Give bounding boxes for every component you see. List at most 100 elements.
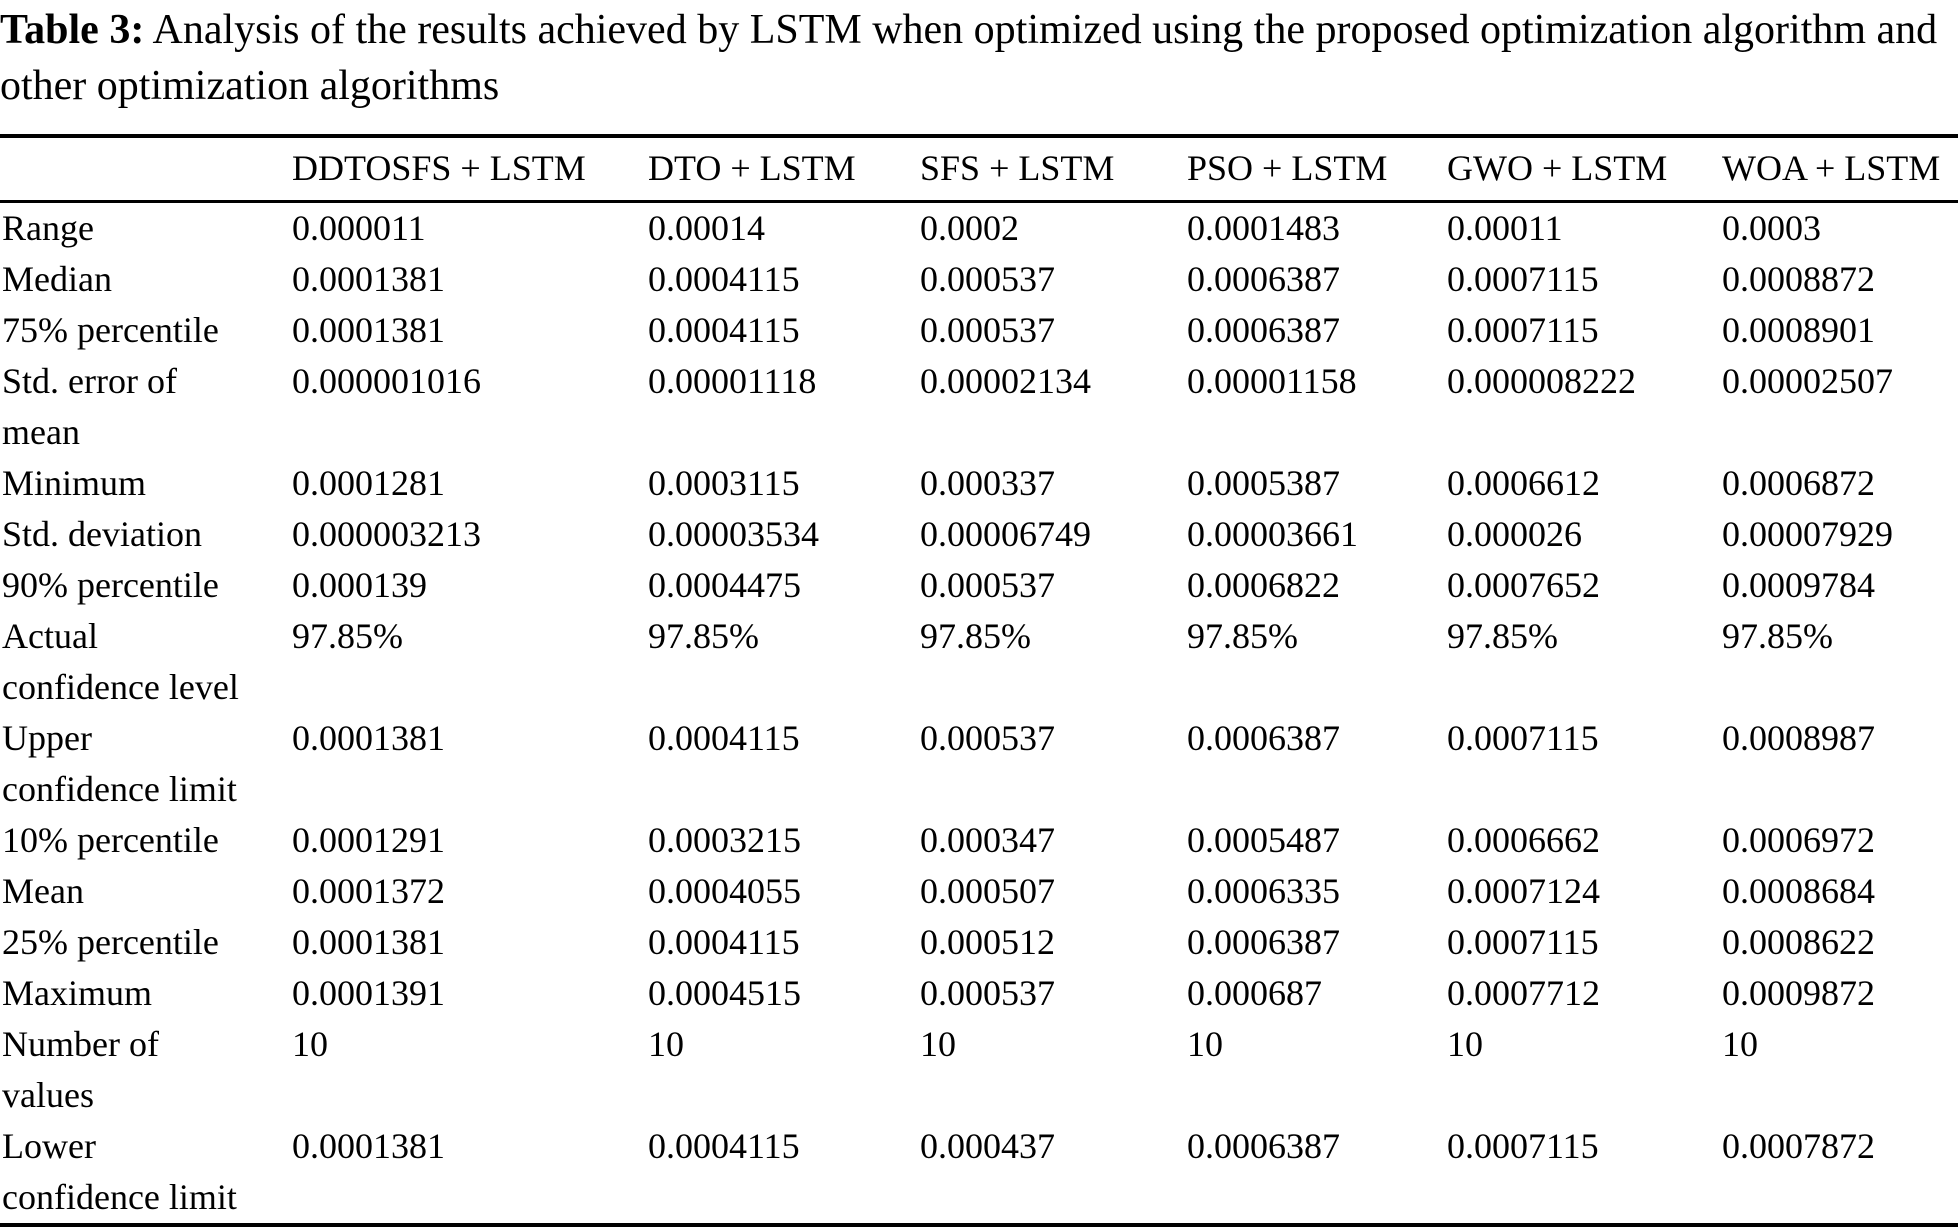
- cell-value: 0.0005387: [1187, 463, 1340, 503]
- cell-value: 0.0006387: [1187, 718, 1340, 758]
- cell-value: 0.0007115: [1447, 1126, 1599, 1166]
- cell-value: 10: [648, 1024, 684, 1064]
- column-header: SFS + LSTM: [920, 136, 1187, 203]
- cell-value: 0.0001381: [292, 1126, 445, 1166]
- cell-value: 0.000008222: [1447, 361, 1636, 401]
- cell-value: 97.85%: [292, 616, 403, 656]
- cell-value: 0.00002134: [920, 361, 1091, 401]
- table-row: Mean 0.0001372 0.0004055 0.000507 0.0006335 0…: [0, 866, 1958, 917]
- header-corner-cell: [0, 136, 292, 203]
- cell-value: 0.0001483: [1187, 208, 1340, 248]
- row-label: 25% percentile: [2, 922, 219, 962]
- cell-value: 0.00002507: [1722, 361, 1893, 401]
- table-row: Median 0.0001381 0.0004115 0.000537 0.000638…: [0, 254, 1958, 305]
- table-header: DDTOSFS + LSTM DTO + LSTM SFS + LSTM PSO + …: [0, 136, 1958, 203]
- cell-value: 0.000003213: [292, 514, 481, 554]
- cell-value: 0.0004115: [648, 922, 800, 962]
- cell-value: 10: [1722, 1024, 1758, 1064]
- cell-value: 0.0004115: [648, 310, 800, 350]
- table-row: Maximum 0.0001391 0.0004515 0.000537 0.00068…: [0, 968, 1958, 1019]
- cell-value: 0.0006387: [1187, 1126, 1340, 1166]
- cell-value: 0.0004515: [648, 973, 801, 1013]
- row-label: 90% percentile: [2, 565, 219, 605]
- cell-value: 0.0004055: [648, 871, 801, 911]
- table-row: 10% percentile 0.0001291 0.0003215 0.000347…: [0, 815, 1958, 866]
- cell-value: 0.0006822: [1187, 565, 1340, 605]
- cell-value: 0.0001291: [292, 820, 445, 860]
- cell-value: 10: [1447, 1024, 1483, 1064]
- cell-value: 97.85%: [1447, 616, 1558, 656]
- cell-value: 0.0007872: [1722, 1126, 1875, 1166]
- cell-value: 0.000026: [1447, 514, 1582, 554]
- table-row: 25% percentile 0.0001381 0.0004115 0.000512…: [0, 917, 1958, 968]
- cell-value: 0.0003: [1722, 208, 1821, 248]
- cell-value: 0.0008622: [1722, 922, 1875, 962]
- table-caption-text: Analysis of the results achieved by LSTM…: [0, 7, 1938, 109]
- row-label: Mean: [2, 871, 84, 911]
- column-header: PSO + LSTM: [1187, 136, 1447, 203]
- table-row: 75% percentile 0.0001381 0.0004115 0.000537…: [0, 305, 1958, 356]
- row-label: Number of values: [2, 1024, 159, 1115]
- cell-value: 0.00011: [1447, 208, 1563, 248]
- cell-value: 0.000437: [920, 1126, 1055, 1166]
- row-label: Std. error of mean: [2, 361, 177, 452]
- cell-value: 0.00007929: [1722, 514, 1893, 554]
- table-row: Minimum 0.0001281 0.0003115 0.000337 0.00053…: [0, 458, 1958, 509]
- cell-value: 10: [920, 1024, 956, 1064]
- cell-value: 97.85%: [1722, 616, 1833, 656]
- row-label: Actual confidence level: [2, 616, 239, 707]
- cell-value: 0.0006612: [1447, 463, 1600, 503]
- table-caption: Table 3: Analysis of the results achieve…: [0, 2, 1958, 114]
- cell-value: 0.0006662: [1447, 820, 1600, 860]
- cell-value: 0.00014: [648, 208, 765, 248]
- table-row: Std. error of mean 0.000001016 0.00001118 0…: [0, 356, 1958, 458]
- cell-value: 97.85%: [920, 616, 1031, 656]
- cell-value: 0.000011: [292, 208, 426, 248]
- cell-value: 0.000537: [920, 718, 1055, 758]
- cell-value: 0.0008684: [1722, 871, 1875, 911]
- cell-value: 0.0006387: [1187, 259, 1340, 299]
- table-row: Lower confidence limit 0.0001381 0.0004115…: [0, 1121, 1958, 1225]
- cell-value: 0.000687: [1187, 973, 1322, 1013]
- cell-value: 0.00001158: [1187, 361, 1357, 401]
- cell-value: 0.0004115: [648, 259, 800, 299]
- table-row: Number of values 10 10 10 10 10 10: [0, 1019, 1958, 1121]
- cell-value: 0.0007115: [1447, 310, 1599, 350]
- cell-value: 0.00006749: [920, 514, 1091, 554]
- column-header: DTO + LSTM: [648, 136, 920, 203]
- cell-value: 0.000537: [920, 973, 1055, 1013]
- cell-value: 0.00003534: [648, 514, 819, 554]
- cell-value: 0.0007712: [1447, 973, 1600, 1013]
- cell-value: 0.0007124: [1447, 871, 1600, 911]
- table-row: Range 0.000011 0.00014 0.0002 0.0001483 0.000…: [0, 202, 1958, 255]
- row-label: Median: [2, 259, 112, 299]
- table-caption-label: Table 3:: [0, 7, 145, 53]
- cell-value: 0.0001381: [292, 310, 445, 350]
- cell-value: 0.0001281: [292, 463, 445, 503]
- cell-value: 0.0003115: [648, 463, 800, 503]
- cell-value: 0.0007115: [1447, 922, 1599, 962]
- table-body: Range 0.000011 0.00014 0.0002 0.0001483 0.000…: [0, 202, 1958, 1226]
- cell-value: 0.0006872: [1722, 463, 1875, 503]
- cell-value: 0.000337: [920, 463, 1055, 503]
- cell-value: 0.000139: [292, 565, 427, 605]
- cell-value: 0.0001391: [292, 973, 445, 1013]
- cell-value: 0.0001381: [292, 718, 445, 758]
- cell-value: 0.000507: [920, 871, 1055, 911]
- cell-value: 0.000347: [920, 820, 1055, 860]
- column-header: GWO + LSTM: [1447, 136, 1722, 203]
- cell-value: 0.000537: [920, 565, 1055, 605]
- table-row: Std. deviation 0.000003213 0.00003534 0.000…: [0, 509, 1958, 560]
- cell-value: 0.0008987: [1722, 718, 1875, 758]
- cell-value: 0.00001118: [648, 361, 817, 401]
- cell-value: 0.0003215: [648, 820, 801, 860]
- cell-value: 10: [292, 1024, 328, 1064]
- column-header: WOA + LSTM: [1722, 136, 1958, 203]
- row-label: Std. deviation: [2, 514, 202, 554]
- cell-value: 0.000001016: [292, 361, 481, 401]
- cell-value: 0.0008901: [1722, 310, 1875, 350]
- cell-value: 0.0004115: [648, 1126, 800, 1166]
- cell-value: 0.00003661: [1187, 514, 1358, 554]
- cell-value: 0.000537: [920, 310, 1055, 350]
